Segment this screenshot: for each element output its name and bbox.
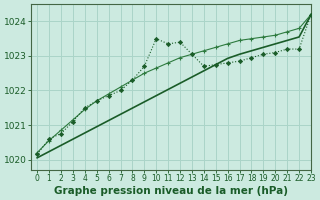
X-axis label: Graphe pression niveau de la mer (hPa): Graphe pression niveau de la mer (hPa): [54, 186, 288, 196]
